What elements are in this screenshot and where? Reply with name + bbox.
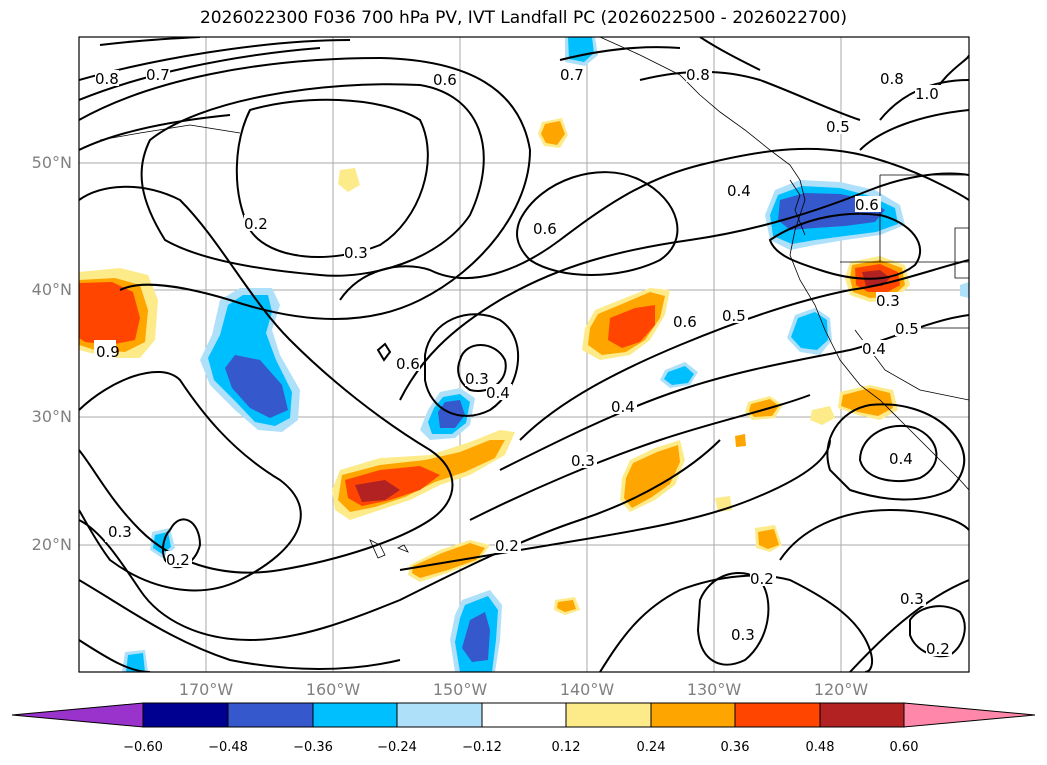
- lon-label: 170°W: [178, 680, 234, 699]
- contour-label: 0.4: [727, 182, 751, 200]
- lat-label: 50°N: [31, 153, 72, 172]
- lon-label: 150°W: [432, 680, 488, 699]
- colorbar-bin: [481, 702, 567, 728]
- colorbar: [11, 702, 1036, 728]
- contour-label: 0.2: [244, 215, 268, 233]
- contour-label: 0.6: [433, 71, 457, 89]
- contour-label: 0.6: [673, 313, 697, 331]
- colorbar-tick-label: 0.48: [805, 740, 835, 755]
- contour-label: 0.2: [166, 551, 190, 569]
- colorbar-extend-low: [11, 702, 144, 728]
- contour-label: 1.0: [915, 85, 939, 103]
- colorbar-tick-label: −0.48: [208, 740, 248, 755]
- contour-label: 0.4: [611, 398, 635, 416]
- colorbar-bin: [396, 702, 483, 728]
- colorbar-tick-label: 0.12: [551, 740, 581, 755]
- contour-label: 0.3: [731, 626, 755, 644]
- colorbar-tick-label: 0.24: [636, 740, 666, 755]
- colorbar-tick-label: −0.36: [293, 740, 333, 755]
- contour-labels: 0.8 0.7 0.6 0.7 0.8 0.8 1.0 0.5 0.2 0.3 …: [94, 66, 952, 658]
- contour-label: 0.5: [895, 320, 919, 338]
- lon-label: 130°W: [686, 680, 742, 699]
- contour-label: 0.7: [560, 66, 584, 84]
- colorbar-tick-label: −0.12: [462, 740, 502, 755]
- contour-label: 0.6: [855, 196, 879, 214]
- pv-contours: [79, 37, 969, 672]
- contour-label: 0.5: [826, 118, 850, 136]
- colorbar-tick-label: −0.60: [123, 740, 163, 755]
- colorbar-tick-label: 0.60: [889, 740, 919, 755]
- contour-label: 0.2: [926, 640, 950, 658]
- contour-label: 0.2: [495, 537, 519, 555]
- lat-label: 30°N: [31, 407, 72, 426]
- contour-label: 0.3: [900, 590, 924, 608]
- contour-label: 0.3: [571, 452, 595, 470]
- contour-label: 0.6: [533, 220, 557, 238]
- contour-label: 0.8: [95, 70, 119, 88]
- contour-label: 0.5: [722, 307, 746, 325]
- colorbar-bin: [819, 702, 905, 728]
- colorbar-bin: [227, 702, 314, 728]
- colorbar-bin: [312, 702, 398, 728]
- contour-label: 0.4: [486, 384, 510, 402]
- contour-label: 0.4: [889, 450, 913, 468]
- contour-label: 0.6: [396, 355, 420, 373]
- contour-label: 0.7: [146, 66, 170, 84]
- contour-label: 0.8: [880, 70, 904, 88]
- lon-label: 120°W: [813, 680, 869, 699]
- colorbar-bin: [734, 702, 821, 728]
- colorbar-extend-high: [903, 702, 1036, 728]
- colorbar-tick-label: 0.36: [720, 740, 750, 755]
- lat-label: 40°N: [31, 280, 72, 299]
- colorbar-bin: [565, 702, 652, 728]
- lon-label: 160°W: [305, 680, 361, 699]
- contour-label: 0.8: [686, 66, 710, 84]
- contour-label: 0.3: [108, 523, 132, 541]
- page-title: 2026022300 F036 700 hPa PV, IVT Landfall…: [199, 8, 847, 28]
- shaded-anomalies: [79, 37, 969, 672]
- colorbar-bin: [142, 702, 229, 728]
- colorbar-tick-label: −0.24: [377, 740, 417, 755]
- contour-label: 0.9: [96, 343, 120, 361]
- contour-label: 0.2: [750, 570, 774, 588]
- lon-label: 140°W: [559, 680, 615, 699]
- contour-label: 0.3: [344, 244, 368, 262]
- contour-label: 0.3: [876, 292, 900, 310]
- map-frame: [78, 36, 970, 673]
- colorbar-bin: [650, 702, 736, 728]
- contour-label: 0.4: [862, 340, 886, 358]
- contour-label: 0.3: [465, 370, 489, 388]
- lat-label: 20°N: [31, 535, 72, 554]
